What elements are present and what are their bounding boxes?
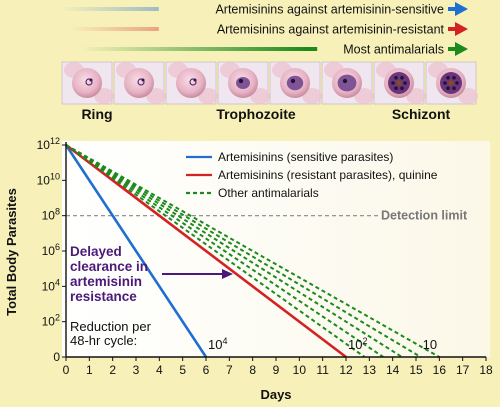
chart-legend: Artemisinins (sensitive parasites) Artemi…	[186, 150, 438, 200]
detection-limit-label: Detection limit	[381, 209, 468, 223]
chart-series	[64, 143, 440, 359]
series-line-4	[65, 144, 403, 358]
series-line-5	[65, 144, 422, 358]
series-line-2	[65, 144, 366, 358]
parasite-cell-image	[269, 61, 322, 105]
stage-label-trophozoite: Trophozoite	[216, 106, 296, 122]
series-line-0	[64, 144, 208, 358]
x-tick-label: 18	[479, 363, 493, 377]
delayed-clearance-label: artemisinin	[70, 274, 142, 289]
x-tick-label: 2	[109, 363, 116, 377]
header-arrow-0-label-bg	[158, 1, 449, 17]
reduction-label: 48-hr cycle:	[70, 333, 137, 348]
parasite-cell-image	[113, 61, 166, 105]
legend-label-2: Other antimalarials	[218, 186, 319, 200]
parasite-stage-images	[61, 61, 478, 105]
delayed-clearance-label: clearance in	[70, 259, 148, 274]
x-tick-label: 10	[293, 363, 307, 377]
reduction-label: Reduction per	[70, 319, 152, 334]
header-arrow-2-label: Most antimalarials	[343, 43, 444, 57]
series-line-1	[65, 143, 347, 359]
stage-label-ring: Ring	[81, 106, 112, 122]
stage-label-schizont: Schizont	[392, 106, 451, 122]
header-arrow-0-label: Artemisinins against artemisinin-sensiti…	[215, 3, 444, 17]
y-tick-label: 0	[53, 350, 60, 364]
x-tick-label: 5	[179, 363, 186, 377]
parasite-cell-image	[425, 61, 478, 105]
delayed-clearance-label: resistance	[70, 289, 137, 304]
delayed-clearance-arrowhead	[222, 269, 233, 279]
header-arrow-2-label-bg	[317, 41, 448, 57]
legend-label-1: Artemisinins (resistant parasites), quin…	[218, 168, 438, 182]
series-line-3	[65, 144, 384, 358]
reduction-value: 10	[423, 337, 437, 352]
x-tick-label: 13	[363, 363, 377, 377]
header-arrow-1-label-bg	[158, 21, 449, 37]
parasite-cell-image	[321, 61, 374, 105]
x-tick-label: 12	[339, 363, 353, 377]
x-tick-label: 9	[273, 363, 280, 377]
legend-label-0: Artemisinins (sensitive parasites)	[218, 150, 393, 164]
x-tick-label: 15	[409, 363, 423, 377]
header-arrow-1-label: Artemisinins against artemisinin-resista…	[217, 23, 445, 37]
x-tick-label: 1	[86, 363, 93, 377]
x-tick-label: 7	[226, 363, 233, 377]
y-tick-label: 108	[42, 207, 60, 223]
y-tick-label: 102	[42, 313, 60, 329]
parasite-cell-image	[165, 61, 218, 105]
header-arrows: Artemisinins against artemisinin-sensiti…	[60, 1, 468, 57]
header-arrow-1-head	[455, 22, 468, 36]
x-tick-label: 17	[456, 363, 470, 377]
delayed-clearance-label: Delayed	[70, 244, 122, 259]
x-axis-title: Days	[260, 387, 291, 402]
parasite-cell-image	[217, 61, 270, 105]
x-tick-label: 3	[133, 363, 140, 377]
y-tick-label: 106	[42, 242, 60, 258]
series-line-6	[65, 144, 440, 358]
parasite-cell-image	[373, 61, 426, 105]
x-tick-label: 6	[203, 363, 210, 377]
x-tick-label: 16	[433, 363, 447, 377]
header-arrow-0-head	[455, 2, 468, 16]
x-tick-label: 0	[63, 363, 70, 377]
x-tick-label: 11	[316, 363, 329, 377]
y-tick-label: 104	[42, 277, 60, 293]
parasite-cell-image	[61, 61, 114, 105]
detection-limit: Detection limit	[66, 209, 468, 223]
header-arrow-2-head	[455, 42, 468, 56]
stage-labels: Ring Trophozoite Schizont	[81, 106, 450, 122]
x-tick-label: 14	[386, 363, 400, 377]
x-tick-label: 4	[156, 363, 163, 377]
y-tick-label: 1010	[37, 171, 60, 187]
y-axis-title: Total Body Parasites	[4, 188, 19, 316]
header-arrow-2-shaft	[80, 47, 460, 51]
x-tick-label: 8	[249, 363, 256, 377]
y-tick-label: 1012	[37, 136, 60, 152]
